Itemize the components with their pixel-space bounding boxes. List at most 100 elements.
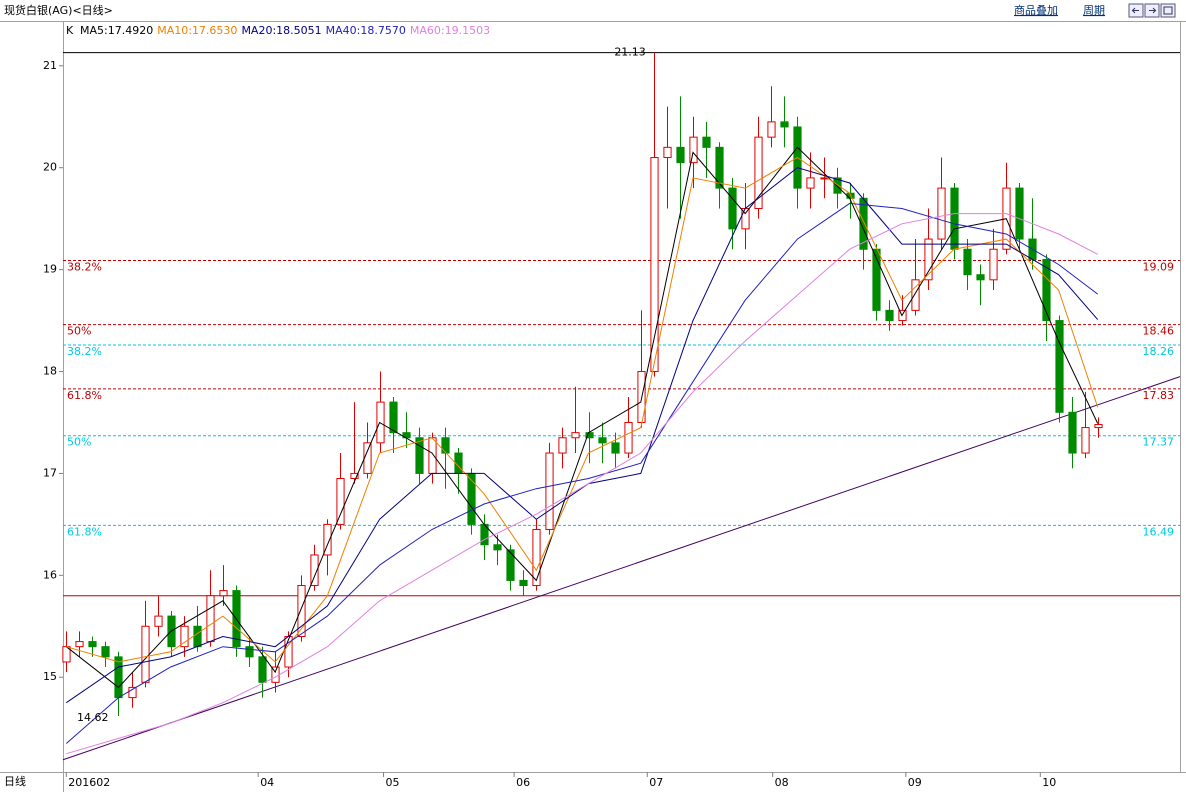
ma-line	[65, 146, 1099, 689]
candle-body	[114, 656, 123, 699]
y-tick-label: 16	[43, 568, 57, 581]
candle-body	[976, 274, 985, 281]
period-label: 日线	[4, 774, 26, 788]
candle-body	[532, 528, 541, 587]
x-tick-label: 05	[386, 776, 400, 789]
candle-body	[624, 421, 633, 454]
candle-body	[323, 523, 332, 556]
candle-body	[1015, 187, 1024, 240]
ma-line	[66, 156, 1099, 663]
candle-body	[702, 136, 711, 148]
candle-body	[806, 177, 815, 189]
candle-body	[1055, 320, 1064, 413]
candle-body	[715, 146, 724, 189]
legend-entry: MA10:17.6530	[157, 24, 237, 37]
y-tick-label: 18	[43, 365, 57, 378]
candle-body	[1094, 424, 1103, 429]
x-tick-label: 04	[260, 776, 274, 789]
candle-body	[1068, 411, 1077, 454]
candle-body	[950, 187, 959, 250]
nav-expand-icon	[1163, 6, 1173, 15]
candle-body	[297, 585, 306, 637]
candle-body	[598, 437, 607, 444]
x-tick-label: 08	[775, 776, 789, 789]
legend-entry: MA5:17.4920	[80, 24, 153, 37]
fib-level-name: 61.8%	[67, 525, 102, 538]
fib-level-name: 50%	[67, 325, 91, 338]
candle-body	[154, 615, 163, 627]
candle-body	[898, 309, 907, 322]
candle-body	[924, 238, 933, 281]
nav-left-icon	[1131, 7, 1139, 14]
candle-body	[963, 248, 972, 276]
candle-body	[350, 472, 359, 480]
candle-body	[545, 452, 554, 530]
candle-body	[754, 136, 763, 209]
candle-body	[833, 177, 842, 194]
y-tick-label: 19	[43, 263, 57, 276]
overlay-link[interactable]: 商品叠加	[1014, 3, 1058, 17]
y-tick-label: 17	[43, 466, 57, 479]
x-tick-label: 06	[516, 776, 530, 789]
candle-body	[467, 472, 476, 525]
candle-body	[611, 442, 620, 454]
candle-body	[493, 544, 502, 551]
candle-body	[1081, 427, 1090, 454]
candle-body	[389, 401, 398, 434]
legend-entry: MA40:18.7570	[326, 24, 406, 37]
candle-body	[767, 121, 776, 138]
x-tick-label: 07	[649, 776, 663, 789]
candle-body	[558, 437, 567, 454]
ma-line	[66, 213, 1098, 755]
fib-level-value: 19.09	[1143, 260, 1175, 273]
nav-right-icon	[1149, 7, 1157, 14]
candle-body	[911, 279, 920, 311]
candle-body	[206, 595, 215, 643]
candle-body	[937, 187, 946, 240]
nav-buttons	[1128, 3, 1176, 18]
candle-body	[180, 625, 189, 648]
candle-body	[663, 146, 672, 159]
fib-level-value: 18.46	[1143, 325, 1175, 338]
fib-level-value: 18.26	[1143, 345, 1175, 358]
candle-body	[689, 136, 698, 164]
x-tick-label: 10	[1042, 776, 1056, 789]
candle-body	[363, 442, 372, 474]
candle-body	[219, 590, 228, 597]
x-tick-label: 201602	[68, 776, 110, 789]
fib-level-name: 61.8%	[67, 389, 102, 402]
fib-level-name: 38.2%	[67, 260, 102, 273]
candle-body	[415, 437, 424, 474]
candle-body	[676, 146, 685, 164]
candle-body	[780, 121, 789, 128]
period-link[interactable]: 周期	[1083, 4, 1105, 17]
fib-level-name: 38.2%	[67, 345, 102, 358]
candle-body	[258, 656, 267, 683]
candle-body	[859, 197, 868, 250]
candle-body	[88, 641, 97, 648]
candle-body	[310, 554, 319, 587]
candle-body	[441, 437, 450, 454]
trend-line	[62, 376, 1181, 761]
x-tick-label: 09	[908, 776, 922, 789]
candle-body	[245, 646, 254, 658]
fib-level-value: 17.37	[1143, 436, 1175, 449]
nav-expand-button[interactable]	[1160, 3, 1176, 18]
candle-body	[75, 641, 84, 648]
candle-body	[728, 187, 737, 230]
chart-title: 现货白银(AG)<日线>	[4, 3, 113, 17]
y-tick-label: 20	[43, 161, 57, 174]
fib-level-value: 16.49	[1143, 525, 1175, 538]
candle-body	[101, 646, 110, 658]
legend-k: K	[66, 24, 74, 37]
plot-area: 38.2% 19.09 50% 18.46 61.8% 17.83 38.2% 18.26 50…	[62, 46, 1181, 761]
legend-entry: MA20:18.5051	[241, 24, 321, 37]
candle-body	[128, 686, 137, 699]
candle-body	[1042, 258, 1051, 322]
y-tick-label: 15	[43, 670, 57, 683]
legend-entry: MA60:19.1503	[410, 24, 490, 37]
candle-body	[193, 625, 202, 648]
candle-body	[571, 432, 580, 439]
